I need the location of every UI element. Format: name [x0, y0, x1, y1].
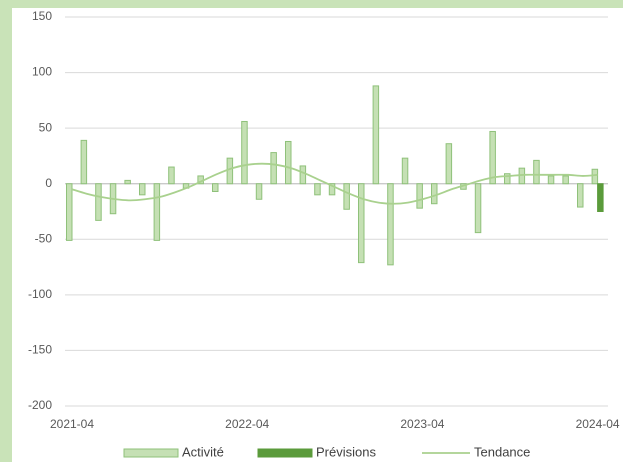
bar: [80, 139, 88, 185]
bar: [372, 85, 380, 185]
bar: [168, 166, 175, 185]
bar: [489, 130, 496, 185]
y-tick-label: -100: [28, 287, 52, 301]
legend-label: Tendance: [474, 444, 530, 459]
x-tick-label: 2022-04: [225, 417, 269, 431]
bar: [66, 183, 73, 241]
legend-label: Prévisions: [316, 444, 376, 459]
bar: [562, 175, 569, 185]
bar: [314, 183, 321, 196]
bar: [328, 183, 336, 196]
bar: [504, 173, 511, 185]
bar: [285, 140, 292, 185]
bar: [95, 183, 102, 221]
legend-swatch: [123, 448, 179, 458]
y-tick-label: -200: [28, 398, 52, 412]
bar: [212, 183, 219, 192]
legend-swatch: [257, 448, 313, 458]
bar: [577, 183, 584, 208]
bar: [431, 183, 438, 205]
y-tick-label: 150: [32, 9, 52, 23]
bar: [597, 183, 604, 212]
trend-line: [71, 162, 598, 205]
bar: [387, 183, 394, 266]
legend-label: Activité: [182, 444, 224, 459]
y-tick-label: -150: [28, 343, 52, 357]
x-tick-label: 2021-04: [50, 417, 94, 431]
x-tick-label: 2024-04: [576, 417, 620, 431]
y-tick-label: 50: [39, 120, 53, 134]
bar: [591, 168, 599, 185]
bar: [533, 159, 540, 185]
y-tick-label: -50: [35, 231, 53, 245]
bar: [153, 183, 161, 241]
bar: [416, 183, 423, 209]
bar: [401, 157, 409, 185]
bar: [270, 152, 277, 185]
bar: [226, 157, 234, 185]
y-tick-label: 0: [45, 176, 52, 190]
y-tick-label: 100: [32, 65, 52, 79]
bar: [474, 183, 482, 234]
bar: [124, 179, 131, 185]
x-tick-label: 2023-04: [400, 417, 444, 431]
bar: [299, 165, 307, 185]
bar: [445, 143, 453, 185]
chart-area: [12, 8, 623, 462]
bar: [241, 120, 248, 185]
bar: [343, 183, 350, 210]
bar: [255, 183, 263, 200]
bar: [547, 175, 555, 185]
bar: [139, 183, 146, 196]
bar: [358, 183, 365, 264]
